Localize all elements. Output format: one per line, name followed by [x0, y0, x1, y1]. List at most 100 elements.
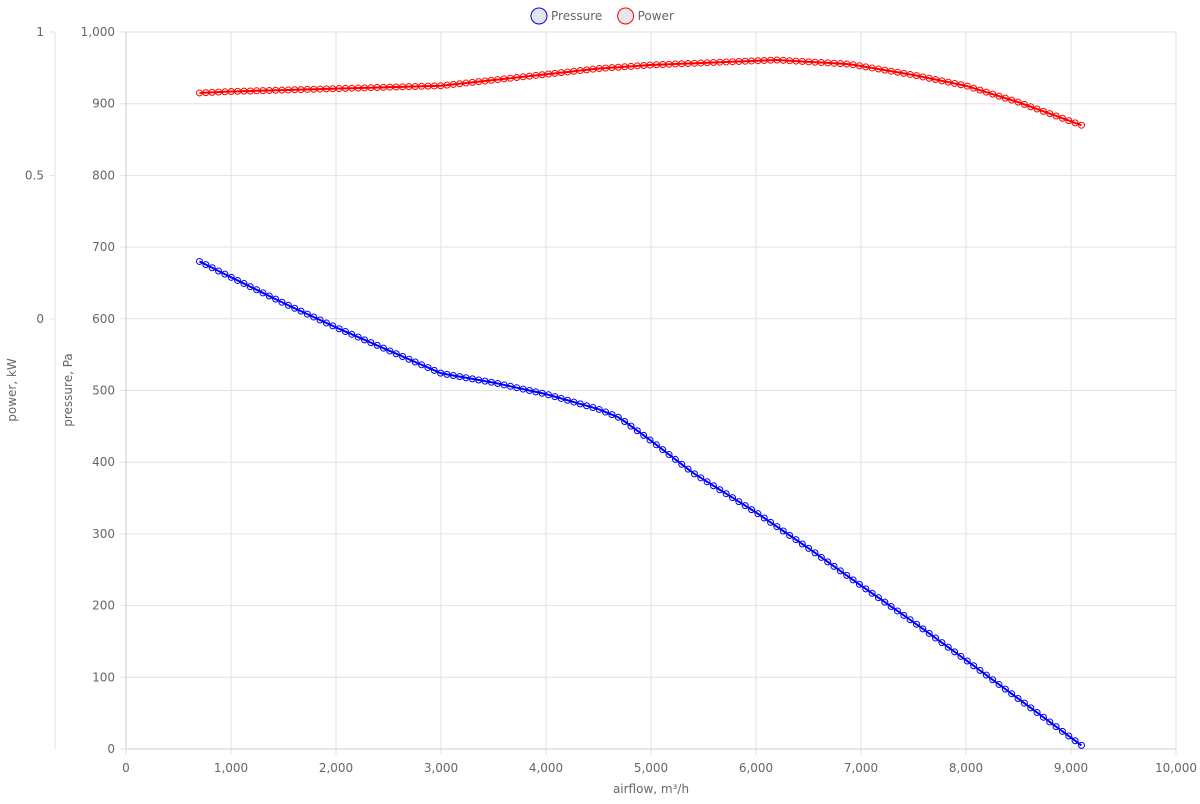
pressure-point: [621, 417, 629, 425]
pressure-point: [893, 607, 901, 615]
pressure-point: [208, 264, 216, 272]
pressure-point: [449, 371, 457, 379]
pressure-point: [786, 531, 794, 539]
legend-item-power[interactable]: Power: [617, 7, 674, 25]
power-point: [1033, 105, 1041, 113]
pressure-point: [1014, 694, 1022, 702]
pressure-point: [278, 298, 286, 306]
pressure-point: [386, 347, 394, 355]
pressure-point: [506, 382, 514, 390]
series-layer: [196, 56, 1085, 749]
pressure-point: [443, 370, 451, 378]
pressure-point: [1008, 690, 1016, 698]
pressure-point: [678, 460, 686, 468]
pressure-point: [196, 257, 203, 265]
legend-marker-pressure: [530, 7, 548, 25]
legend-item-pressure[interactable]: Pressure: [530, 7, 602, 25]
pressure-point: [881, 598, 889, 606]
x-tick-label: 4,000: [529, 761, 563, 775]
pressure-point: [494, 380, 502, 388]
power-point: [919, 73, 927, 81]
x-tick-label: 0: [122, 761, 130, 775]
pressure-point: [792, 536, 800, 544]
pressure-point: [925, 629, 933, 637]
pressure-point: [1052, 723, 1060, 731]
pressure-series: [196, 257, 1085, 749]
pressure-point: [380, 344, 388, 352]
pressure-point: [722, 490, 730, 498]
pressure-point: [906, 616, 914, 624]
power-point: [1020, 100, 1028, 108]
legend-marker-power: [617, 7, 635, 25]
pressure-point: [1058, 727, 1066, 735]
pressure-point: [253, 286, 261, 294]
pressure-point: [367, 339, 375, 347]
pressure-point: [576, 400, 584, 408]
pressure-point: [1001, 685, 1009, 693]
pressure-point: [525, 386, 533, 394]
power-point: [1039, 107, 1047, 115]
pressure-point: [316, 316, 324, 324]
pressure-point: [855, 580, 863, 588]
power-line: [199, 58, 1082, 127]
power-point: [944, 78, 952, 86]
power-point: [989, 90, 997, 98]
pressure-point: [551, 393, 559, 401]
pressure-point: [392, 350, 400, 358]
power-point: [976, 86, 984, 94]
pressure-point: [475, 376, 483, 384]
x-tick-label: 6,000: [739, 761, 773, 775]
pressure-point: [690, 470, 698, 478]
pressure-point: [646, 436, 654, 444]
pressure-point: [970, 662, 978, 670]
pressure-point: [938, 639, 946, 647]
pressure-point: [652, 441, 660, 449]
pressure-point: [564, 396, 572, 404]
pressure-point: [779, 527, 787, 535]
x-tick-label: 7,000: [844, 761, 878, 775]
pressure-point: [538, 389, 546, 397]
grid: [120, 31, 1177, 755]
pressure-point: [583, 402, 591, 410]
pressure-point: [665, 451, 673, 459]
pressure-point: [418, 361, 426, 369]
power-point: [1078, 121, 1085, 129]
power-point: [1071, 119, 1079, 127]
power-point: [849, 61, 857, 69]
pressure-point: [760, 514, 768, 522]
pressure-point: [557, 394, 565, 402]
pressure-point: [748, 506, 756, 514]
power-point: [887, 67, 895, 75]
pressure-point: [919, 625, 927, 633]
pressure-point: [849, 576, 857, 584]
pressure-point: [424, 364, 432, 372]
legend-label-power: Power: [638, 9, 674, 23]
power-point: [932, 76, 940, 84]
power-point: [1001, 94, 1009, 102]
pressure-point: [373, 341, 381, 349]
pressure-point: [963, 657, 971, 665]
power-tick-label: 1: [36, 25, 44, 39]
power-point: [913, 72, 921, 80]
pressure-point: [456, 373, 464, 381]
power-point: [938, 77, 946, 85]
pressure-point: [437, 369, 445, 377]
pressure-point: [202, 261, 210, 269]
pressure-point: [709, 482, 717, 490]
pressure-point: [767, 518, 775, 526]
power-point: [925, 74, 933, 82]
pressure-point: [773, 523, 781, 531]
pressure-point: [989, 676, 997, 684]
power-point: [982, 88, 990, 96]
power-point: [1052, 112, 1060, 120]
pressure-point: [595, 405, 603, 413]
power-point: [862, 63, 870, 71]
power-point: [1058, 114, 1066, 122]
pressure-point: [703, 478, 711, 486]
x-tick-label: 2,000: [319, 761, 353, 775]
pressure-point: [297, 307, 305, 315]
pressure-point: [532, 388, 540, 396]
pressure-point: [481, 377, 489, 385]
power-axis-title: power, kW: [5, 358, 19, 422]
